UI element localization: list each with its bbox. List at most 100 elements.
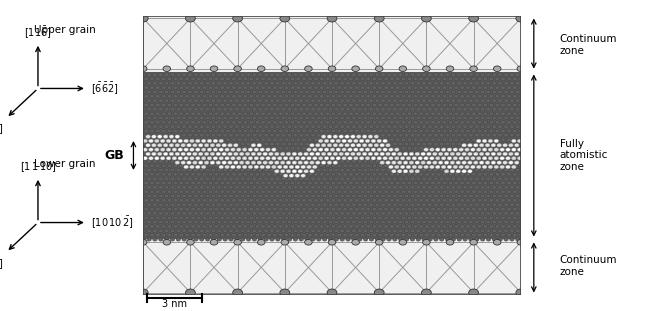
Circle shape bbox=[311, 151, 315, 154]
Circle shape bbox=[150, 234, 154, 237]
Circle shape bbox=[281, 160, 286, 163]
Circle shape bbox=[448, 225, 452, 228]
Circle shape bbox=[477, 112, 482, 115]
Circle shape bbox=[214, 181, 219, 185]
Circle shape bbox=[156, 216, 160, 220]
Circle shape bbox=[419, 86, 424, 89]
Circle shape bbox=[494, 148, 499, 151]
Circle shape bbox=[355, 138, 359, 142]
Circle shape bbox=[264, 90, 268, 94]
Circle shape bbox=[308, 190, 312, 193]
Circle shape bbox=[346, 99, 350, 102]
Circle shape bbox=[179, 77, 184, 81]
Circle shape bbox=[249, 190, 254, 193]
Circle shape bbox=[182, 212, 186, 215]
Circle shape bbox=[305, 220, 309, 224]
Circle shape bbox=[199, 229, 204, 232]
Circle shape bbox=[506, 234, 511, 237]
Circle shape bbox=[460, 121, 464, 124]
Circle shape bbox=[343, 156, 348, 159]
Circle shape bbox=[281, 203, 286, 207]
Circle shape bbox=[193, 161, 197, 164]
Circle shape bbox=[497, 152, 501, 156]
Circle shape bbox=[270, 203, 274, 207]
Circle shape bbox=[349, 190, 353, 193]
Circle shape bbox=[240, 142, 245, 146]
Circle shape bbox=[501, 147, 505, 150]
Circle shape bbox=[372, 181, 377, 185]
Circle shape bbox=[331, 103, 336, 107]
Circle shape bbox=[144, 216, 148, 220]
Circle shape bbox=[437, 190, 441, 193]
Circle shape bbox=[158, 144, 162, 147]
Circle shape bbox=[469, 168, 473, 172]
Circle shape bbox=[199, 212, 204, 215]
Circle shape bbox=[410, 168, 415, 172]
Circle shape bbox=[425, 86, 429, 89]
Circle shape bbox=[287, 212, 292, 215]
Circle shape bbox=[475, 90, 479, 94]
Circle shape bbox=[187, 203, 192, 207]
Circle shape bbox=[173, 199, 178, 202]
Circle shape bbox=[331, 216, 336, 220]
Circle shape bbox=[412, 157, 417, 160]
Circle shape bbox=[267, 103, 271, 107]
Circle shape bbox=[510, 151, 514, 154]
Circle shape bbox=[205, 125, 210, 128]
Circle shape bbox=[363, 144, 367, 147]
Circle shape bbox=[148, 148, 153, 151]
Circle shape bbox=[352, 203, 356, 207]
Circle shape bbox=[348, 148, 352, 151]
Circle shape bbox=[255, 225, 260, 228]
Circle shape bbox=[477, 77, 482, 81]
Circle shape bbox=[261, 225, 266, 228]
Circle shape bbox=[249, 234, 254, 237]
Circle shape bbox=[437, 86, 441, 89]
Circle shape bbox=[173, 225, 178, 228]
Circle shape bbox=[264, 194, 268, 198]
Circle shape bbox=[390, 77, 395, 81]
Circle shape bbox=[217, 73, 221, 76]
Circle shape bbox=[381, 73, 385, 76]
Circle shape bbox=[419, 207, 424, 211]
Circle shape bbox=[518, 234, 523, 237]
Circle shape bbox=[246, 203, 251, 207]
Circle shape bbox=[367, 181, 371, 185]
Circle shape bbox=[334, 177, 339, 180]
Circle shape bbox=[504, 99, 508, 102]
Circle shape bbox=[287, 99, 292, 102]
Circle shape bbox=[302, 95, 307, 98]
Circle shape bbox=[152, 220, 157, 224]
Circle shape bbox=[451, 73, 456, 76]
Circle shape bbox=[305, 186, 309, 189]
Circle shape bbox=[208, 95, 213, 98]
Circle shape bbox=[252, 212, 256, 215]
Circle shape bbox=[501, 121, 505, 124]
Circle shape bbox=[163, 239, 171, 245]
Circle shape bbox=[448, 103, 452, 107]
Circle shape bbox=[498, 212, 503, 215]
Circle shape bbox=[393, 220, 397, 224]
Circle shape bbox=[398, 229, 403, 232]
Circle shape bbox=[355, 121, 359, 124]
Circle shape bbox=[193, 142, 198, 146]
Circle shape bbox=[497, 144, 501, 147]
Circle shape bbox=[357, 81, 362, 85]
Circle shape bbox=[431, 138, 435, 142]
Circle shape bbox=[211, 203, 215, 207]
Circle shape bbox=[492, 238, 497, 241]
Circle shape bbox=[475, 151, 479, 154]
Circle shape bbox=[267, 147, 271, 150]
Circle shape bbox=[331, 147, 336, 150]
Circle shape bbox=[495, 129, 499, 133]
Circle shape bbox=[387, 186, 391, 189]
Circle shape bbox=[378, 86, 383, 89]
Circle shape bbox=[202, 129, 207, 133]
Circle shape bbox=[226, 129, 230, 133]
Circle shape bbox=[434, 194, 438, 198]
Circle shape bbox=[270, 160, 274, 163]
Circle shape bbox=[186, 289, 195, 296]
Circle shape bbox=[302, 181, 307, 185]
Circle shape bbox=[305, 238, 309, 241]
Circle shape bbox=[273, 129, 277, 133]
